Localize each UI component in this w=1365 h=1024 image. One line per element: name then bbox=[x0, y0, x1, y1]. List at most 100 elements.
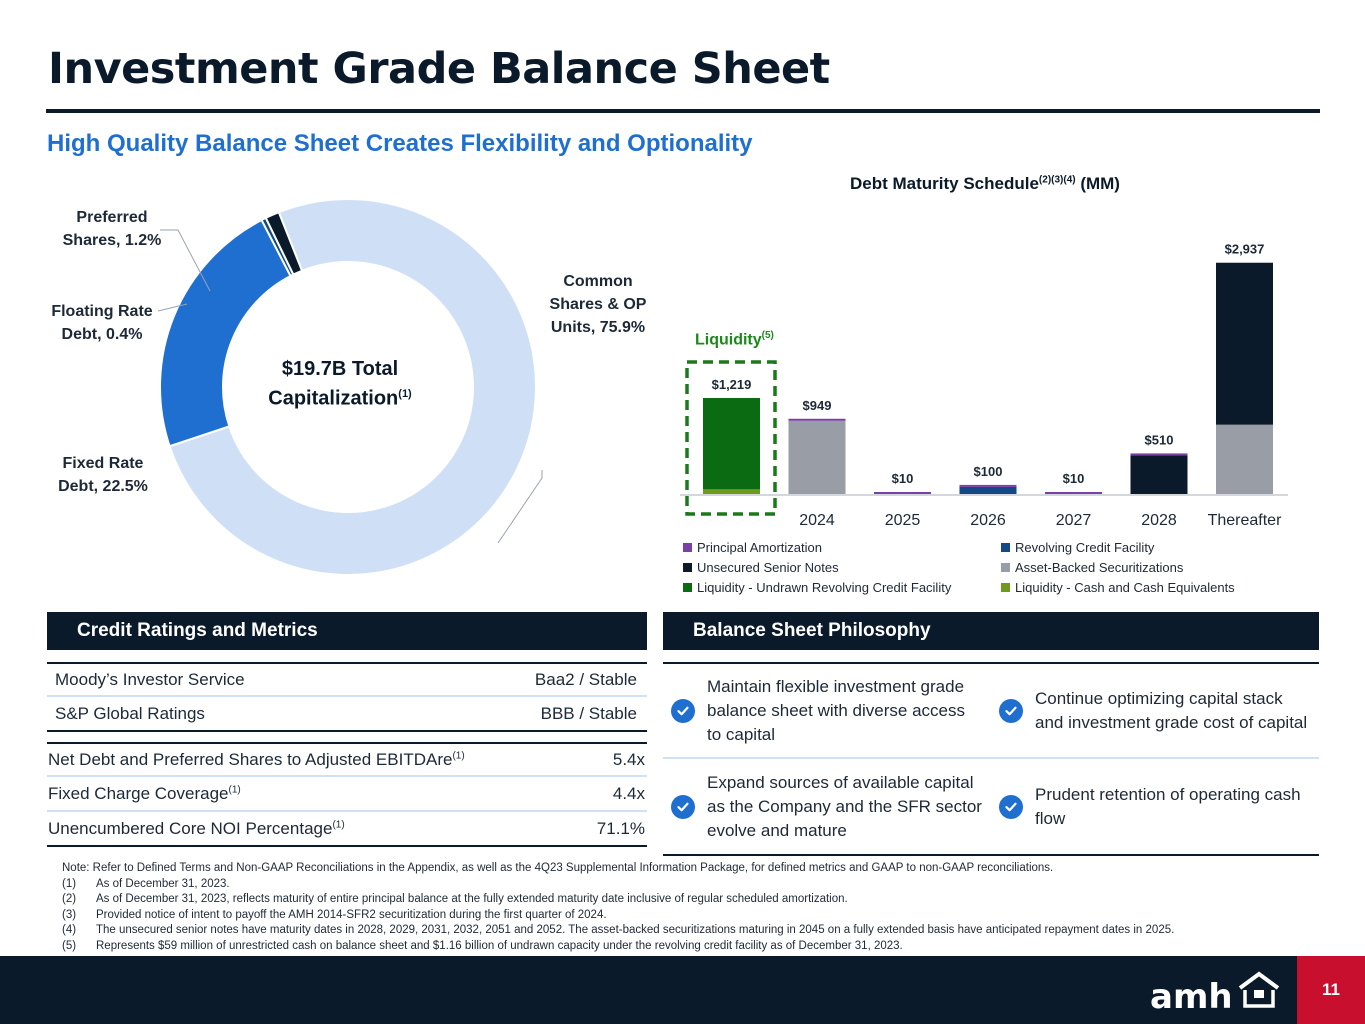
chart-legend: Principal Amortization Revolving Credit F… bbox=[680, 539, 1320, 595]
philosophy-item: Maintain flexible investment grade balan… bbox=[663, 664, 991, 759]
philosophy-grid: Maintain flexible investment grade balan… bbox=[663, 662, 1319, 856]
check-icon bbox=[671, 698, 695, 723]
chart-title: Debt Maturity Schedule(2)(3)(4) (MM) bbox=[850, 174, 1120, 193]
bar-total-label: $2,937 bbox=[1225, 242, 1265, 257]
bar-total-label: $1,219 bbox=[712, 377, 752, 392]
legend-label: Principal Amortization bbox=[697, 539, 822, 555]
donut-segment-preferred-shares bbox=[264, 210, 304, 276]
bar-segment-asset-backed-securitizations bbox=[1216, 424, 1273, 494]
bar-segment-liquidity-undrawn-revolving-credit-facility bbox=[703, 398, 760, 490]
legend-label: Liquidity - Cash and Cash Equivalents bbox=[1015, 579, 1235, 595]
footer-bar bbox=[0, 956, 1365, 1024]
metric-value: 4.4x bbox=[612, 783, 645, 803]
check-icon bbox=[999, 794, 1023, 819]
x-tick-label: 2027 bbox=[1056, 512, 1092, 529]
bar-total-label: $10 bbox=[892, 471, 914, 486]
legend-label: Asset-Backed Securitizations bbox=[1015, 559, 1184, 575]
liquidity-highlight-box bbox=[685, 360, 777, 516]
legend-swatch bbox=[683, 562, 692, 572]
legend-swatch bbox=[1001, 562, 1010, 572]
legend-label: Unsecured Senior Notes bbox=[697, 559, 839, 575]
table-row: Fixed Charge Coverage(1) 4.4x bbox=[47, 777, 647, 812]
bar-total-label: $510 bbox=[1145, 432, 1174, 447]
x-tick-label: 2025 bbox=[885, 512, 921, 529]
rating-value: BBB / Stable bbox=[540, 703, 637, 723]
bar-segment-unsecured-senior-notes bbox=[1130, 455, 1188, 494]
donut-label-floating-rate: Floating Rate Debt, 0.4% bbox=[51, 303, 153, 343]
donut-center-label: $19.7B Total Capitalization(1) bbox=[240, 357, 440, 412]
bar-total-label: $100 bbox=[974, 464, 1003, 479]
footnote-intro: Note: Refer to Defined Terms and Non-GAA… bbox=[62, 862, 1054, 874]
footnote: (4) The unsecured senior notes have matur… bbox=[62, 924, 1175, 937]
bar-segment-principal-amortization bbox=[1045, 492, 1102, 494]
donut-center-line2: Capitalization(1) bbox=[268, 387, 412, 410]
footnote: (1) As of December 31, 2023. bbox=[62, 877, 230, 890]
page-subtitle: High Quality Balance Sheet Creates Flexi… bbox=[47, 130, 753, 157]
x-tick-label: 2026 bbox=[970, 512, 1006, 529]
donut-segment-common-shares-op-units bbox=[168, 198, 537, 576]
rating-agency: S&P Global Ratings bbox=[55, 703, 205, 723]
footnotes: Note: Refer to Defined Terms and Non-GAA… bbox=[62, 861, 1332, 955]
legend-item: Liquidity - Undrawn Revolving Credit Fac… bbox=[680, 579, 998, 595]
legend-swatch bbox=[683, 582, 692, 592]
leader-line-floating bbox=[157, 303, 188, 312]
philosophy-item: Prudent retention of operating cash flow bbox=[991, 759, 1319, 854]
check-icon bbox=[671, 794, 695, 819]
metric-label: Fixed Charge Coverage(1) bbox=[48, 783, 241, 803]
credit-ratings-table: Moody’s Investor Service Baa2 / Stable S… bbox=[47, 662, 647, 847]
capitalization-donut-chart bbox=[157, 198, 543, 576]
logo-text: amh bbox=[1150, 977, 1233, 1016]
footnote: (2) As of December 31, 2023, reflects mat… bbox=[62, 893, 848, 906]
metric-value: 5.4x bbox=[612, 749, 645, 769]
legend-item: Revolving Credit Facility bbox=[998, 539, 1316, 555]
legend-swatch bbox=[1001, 542, 1010, 552]
table-row: S&P Global Ratings BBB / Stable bbox=[47, 697, 647, 732]
title-divider bbox=[46, 109, 1320, 113]
x-tick-label: 2024 bbox=[799, 512, 835, 529]
leader-line-preferred bbox=[160, 229, 211, 292]
legend-item: Asset-Backed Securitizations bbox=[998, 559, 1316, 575]
donut-segment-fixed-rate-debt bbox=[159, 218, 292, 448]
page-title: Investment Grade Balance Sheet bbox=[48, 44, 830, 94]
donut-label-fixed-rate: Fixed Rate Debt, 22.5% bbox=[58, 455, 148, 495]
table-row: Moody’s Investor Service Baa2 / Stable bbox=[47, 662, 647, 697]
bar-total-label: $10 bbox=[1063, 471, 1085, 486]
leader-line-common bbox=[497, 470, 543, 544]
donut-label-preferred: Preferred Shares, 1.2% bbox=[62, 209, 162, 249]
philosophy-item: Continue optimizing capital stack and in… bbox=[991, 664, 1319, 759]
check-icon bbox=[999, 698, 1023, 723]
amh-logo: amh bbox=[1150, 971, 1280, 1016]
table-row: Unencumbered Core NOI Percentage(1) 71.1… bbox=[47, 812, 647, 847]
bar-segment-principal-amortization bbox=[874, 492, 931, 494]
philosophy-section-header: Balance Sheet Philosophy bbox=[663, 612, 1319, 650]
page-number: 11 bbox=[1297, 956, 1365, 1024]
donut-label-common: Common Shares & OP Units, 75.9% bbox=[549, 273, 647, 336]
metric-value: 71.1% bbox=[596, 818, 645, 838]
bar-segment-liquidity-cash-and-cash-equivalents bbox=[703, 489, 760, 494]
legend-label: Liquidity - Undrawn Revolving Credit Fac… bbox=[697, 579, 952, 595]
table-row: Net Debt and Preferred Shares to Adjuste… bbox=[47, 742, 647, 777]
bar-segment-principal-amortization bbox=[959, 484, 1017, 487]
footnote: (5) Represents $59 million of unrestricte… bbox=[62, 939, 903, 952]
metric-label: Unencumbered Core NOI Percentage(1) bbox=[48, 818, 345, 838]
legend-swatch bbox=[1001, 582, 1010, 592]
legend-item: Unsecured Senior Notes bbox=[680, 559, 998, 575]
metric-label: Net Debt and Preferred Shares to Adjuste… bbox=[48, 749, 465, 769]
bar-segment-principal-amortization bbox=[788, 418, 846, 421]
debt-maturity-bar-chart: $1,219 $949 2024 $10 2025 $100 2026 $10 2027 $510… bbox=[680, 242, 1288, 529]
rating-agency: Moody’s Investor Service bbox=[55, 669, 245, 689]
credit-section-header: Credit Ratings and Metrics bbox=[47, 612, 647, 650]
bar-total-label: $949 bbox=[803, 398, 832, 413]
donut-center-line1: $19.7B Total bbox=[281, 358, 399, 380]
legend-item: Principal Amortization bbox=[680, 539, 998, 555]
legend-swatch bbox=[683, 542, 692, 552]
legend-label: Revolving Credit Facility bbox=[1015, 539, 1155, 555]
liquidity-label: Liquidity(5) bbox=[695, 330, 774, 349]
bar-segment-asset-backed-securitizations bbox=[788, 420, 846, 494]
bar-segment-unsecured-senior-notes bbox=[1216, 262, 1273, 425]
legend-item: Liquidity - Cash and Cash Equivalents bbox=[998, 579, 1316, 595]
bar-segment-revolving-credit-facility bbox=[959, 486, 1017, 494]
rating-value: Baa2 / Stable bbox=[534, 669, 637, 689]
bar-segment-principal-amortization bbox=[1130, 453, 1188, 456]
x-tick-label: 2028 bbox=[1141, 512, 1177, 529]
